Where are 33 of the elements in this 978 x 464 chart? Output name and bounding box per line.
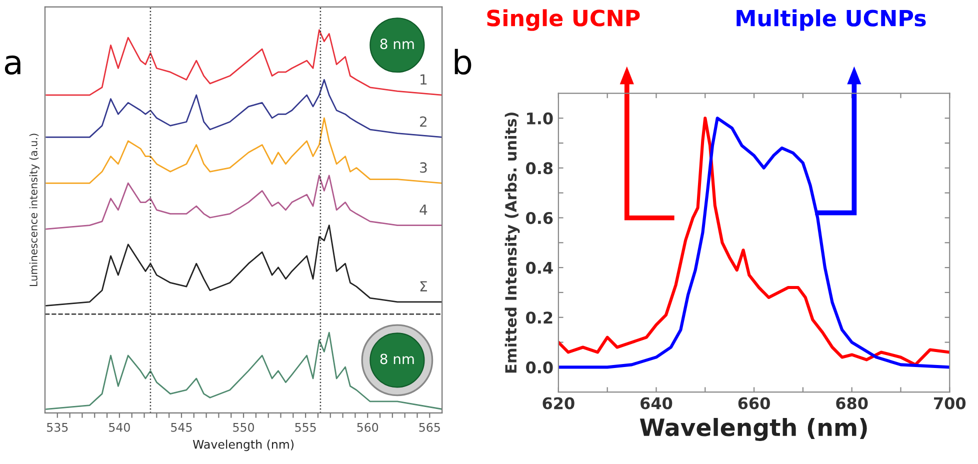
x-tick-label: 565 [419, 422, 440, 432]
y-tick-label: 0.6 [526, 212, 553, 224]
y-tick-label: 0.4 [526, 262, 553, 274]
y-tick-label: 0.2 [526, 312, 552, 324]
series-label: 1 [420, 74, 427, 85]
y-axis-title: Emitted Intensity (Arbs. units) [504, 112, 520, 373]
y-tick-label: 0.8 [526, 162, 553, 174]
x-tick-label: 680 [836, 397, 868, 410]
series-label: 3 [420, 162, 427, 173]
x-tick-label: 550 [233, 422, 254, 432]
x-axis-title: Wavelength (nm) [640, 418, 867, 441]
x-axis-title: Wavelength (nm) [192, 440, 294, 452]
series-label: 2 [420, 116, 426, 127]
x-tick-label: 555 [295, 423, 316, 432]
x-tick-label: 640 [640, 397, 672, 410]
text: a [4, 55, 20, 75]
x-tick-label: 535 [47, 422, 68, 432]
y-tick-label: 0.0 [526, 361, 553, 374]
text: b [454, 48, 472, 75]
x-tick-label: 620 [542, 397, 574, 410]
x-tick-label: 540 [109, 422, 130, 432]
annotation: 8 nm [380, 354, 414, 364]
x-tick-label: 700 [934, 397, 966, 410]
series-label: 4 [420, 204, 428, 215]
text: Single UCNP [487, 9, 640, 31]
series-label: Σ [420, 281, 427, 292]
x-tick-label: 660 [738, 397, 770, 410]
x-tick-label: 560 [357, 422, 378, 432]
y-tick-label: 1.0 [527, 112, 553, 124]
y-axis-title: Luminescence intensity (a.u.) [29, 134, 40, 286]
x-tick-label: 545 [171, 423, 192, 432]
text: Multiple UCNPs [736, 9, 926, 31]
annotation: 8 nm [380, 38, 414, 50]
